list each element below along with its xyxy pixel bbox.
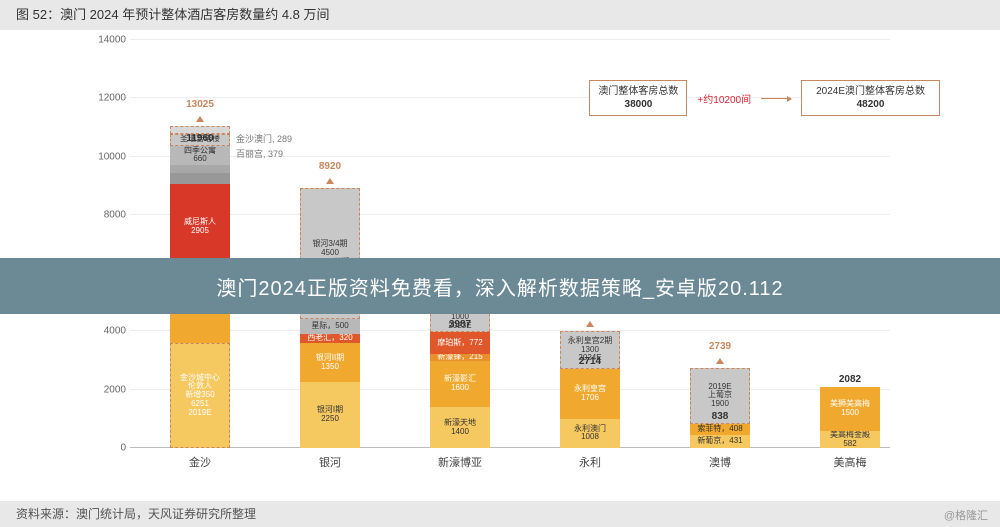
x-axis-category-label: 银河 [300, 454, 360, 470]
bar-total-label: 2714 [560, 356, 620, 367]
bar-total-label: 838 [690, 411, 750, 422]
watermark: @格隆汇 [944, 507, 988, 523]
x-axis-category-label: 金沙 [170, 454, 230, 470]
bar-total-label: 11960 [170, 133, 230, 144]
annotation-arrow-icon [761, 98, 791, 99]
bar-total-label: 2082 [820, 374, 880, 385]
bar-segment: 新濠锋，215 [430, 354, 490, 360]
grid-line: 14000 [130, 39, 890, 40]
grid-line: 4000 [130, 330, 890, 331]
projection-arrow-icon [716, 358, 724, 364]
annotation-plus: +约10200间 [697, 91, 751, 106]
y-axis-tick-label: 14000 [98, 35, 130, 46]
bar-segment: 摩珀斯，772 [430, 332, 490, 354]
annotation-boxes: 澳门整体客房总数 38000 +约10200间 2024E澳门整体客房总数 48… [589, 80, 940, 116]
bar-segment: 星际，500 [300, 319, 360, 334]
annotation-right-box: 2024E澳门整体客房总数 48200 [801, 80, 940, 116]
bar-total-label: 3987 [430, 319, 490, 330]
bar-segment: 永利皇宫 1706 [560, 369, 620, 419]
bar-segment: 金沙城中心 伦敦人 新增350 6251 2019E [170, 343, 230, 448]
bar-segment: 美高梅金殿 582 [820, 431, 880, 448]
annotation-left-title: 澳门整体客房总数 [598, 85, 678, 98]
grid-line: 2000 [130, 389, 890, 390]
bar-segment: 银河I期 2250 [300, 382, 360, 448]
bar-segment: 新濠影汇 1600 [430, 361, 490, 408]
x-axis-category-label: 澳博 [690, 454, 750, 470]
projection-arrow-icon [196, 116, 204, 122]
y-axis-tick-label: 0 [120, 443, 130, 454]
y-axis-tick-label: 4000 [104, 326, 130, 337]
x-axis-category-label: 新濠博亚 [430, 454, 490, 470]
annotation-left-value: 38000 [598, 98, 678, 111]
bar-segment: 美狮美高梅 1500 [820, 387, 880, 431]
grid-line: 8000 [130, 214, 890, 215]
chart-title-bar: 图 52：澳门 2024 年预计整体酒店客房数量约 4.8 万间 [0, 0, 1000, 30]
bar-projection-label: 8920 [300, 161, 360, 172]
bar-segment: 威尼斯人 2905 [170, 184, 230, 269]
bar-segment: 西老汇，320 [300, 334, 360, 343]
projection-arrow-icon [326, 178, 334, 184]
bar-segment: 永利澳门 1008 [560, 419, 620, 448]
bar-segment: 银河II期 1350 [300, 343, 360, 382]
side-callout-label: 百丽宫, 379 [236, 147, 283, 160]
x-axis-category-label: 永利 [560, 454, 620, 470]
annotation-right-value: 48200 [816, 98, 925, 111]
bar-segment [170, 173, 230, 184]
source-bar: 资料来源：澳门统计局，天风证券研究所整理 [0, 501, 1000, 527]
bar-segment: 索菲特，408 [690, 424, 750, 436]
y-axis-tick-label: 12000 [98, 93, 130, 104]
bar-projection-label: 13025 [170, 99, 230, 110]
overlay-banner: 澳门2024正版资料免费看，深入解析数据策略_安卓版20.112 [0, 258, 1000, 314]
annotation-right-title: 2024E澳门整体客房总数 [816, 85, 925, 98]
annotation-left-box: 澳门整体客房总数 38000 [589, 80, 687, 116]
bar-segment [170, 165, 230, 173]
bar-projection-label: 2739 [690, 341, 750, 352]
source-text: 资料来源：澳门统计局，天风证券研究所整理 [16, 507, 256, 521]
chart-title: 图 52：澳门 2024 年预计整体酒店客房数量约 4.8 万间 [16, 7, 330, 22]
y-axis-tick-label: 8000 [104, 209, 130, 220]
bar-segment: 四季公寓 660 [170, 146, 230, 165]
side-callout-label: 金沙澳门, 289 [236, 132, 292, 145]
y-axis-tick-label: 10000 [98, 151, 130, 162]
bar-segment: 新濠天地 1400 [430, 407, 490, 448]
bar-segment: 新葡京，431 [690, 435, 750, 448]
grid-line: 0 [130, 447, 890, 448]
overlay-banner-text: 澳门2024正版资料免费看，深入解析数据策略_安卓版20.112 [216, 272, 783, 301]
y-axis-tick-label: 2000 [104, 384, 130, 395]
projection-arrow-icon [586, 321, 594, 327]
x-axis-category-label: 美高梅 [820, 454, 880, 470]
